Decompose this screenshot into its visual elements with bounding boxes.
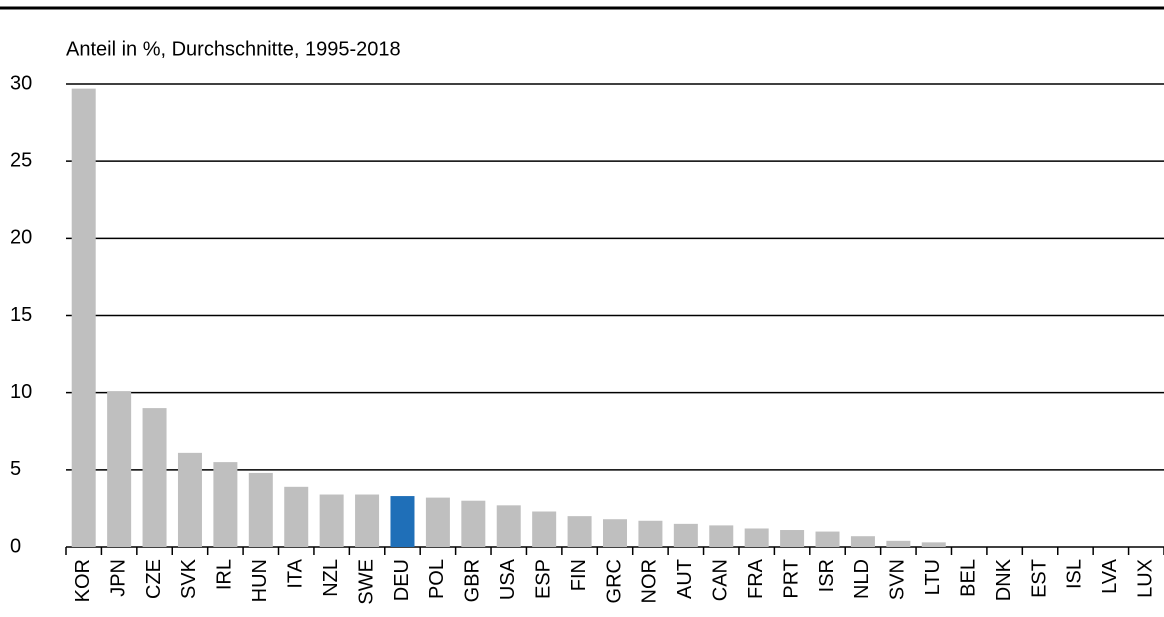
x-tick-label: KOR bbox=[72, 559, 94, 602]
x-tick-label: SVN bbox=[887, 559, 909, 600]
bar bbox=[248, 472, 273, 547]
y-tick-label: 5 bbox=[10, 458, 21, 480]
y-tick-label: 20 bbox=[10, 227, 32, 249]
x-tick-label: CAN bbox=[710, 559, 732, 601]
bar bbox=[886, 540, 911, 547]
x-tick-label: DEU bbox=[391, 559, 413, 601]
x-tick-label: ISL bbox=[1064, 559, 1086, 589]
x-tick-label: GBR bbox=[462, 559, 484, 602]
x-tick-label: PRT bbox=[780, 559, 802, 599]
x-tick-label: EST bbox=[1028, 559, 1050, 598]
y-tick-label: 10 bbox=[10, 381, 32, 403]
x-tick-label: IRL bbox=[214, 559, 236, 590]
bar bbox=[355, 494, 380, 547]
bar bbox=[390, 496, 415, 547]
bar bbox=[461, 500, 486, 547]
x-tick-label: AUT bbox=[674, 559, 696, 599]
bar bbox=[496, 505, 521, 547]
x-tick-label: JPN bbox=[107, 559, 129, 597]
bar bbox=[532, 511, 557, 547]
bar bbox=[780, 530, 805, 547]
bar bbox=[850, 536, 875, 547]
bar bbox=[673, 523, 698, 547]
x-tick-label: GRC bbox=[603, 559, 625, 603]
x-tick-label: CZE bbox=[143, 559, 165, 599]
y-tick-label: 15 bbox=[10, 304, 32, 326]
x-tick-label: ISR bbox=[816, 559, 838, 592]
x-tick-label: ESP bbox=[532, 559, 554, 599]
x-tick-label: BEL bbox=[957, 559, 979, 597]
bar bbox=[638, 520, 663, 547]
bar bbox=[425, 497, 450, 547]
x-tick-label: HUN bbox=[249, 559, 271, 602]
x-tick-label: LTU bbox=[922, 559, 944, 595]
x-tick-label: LUX bbox=[1135, 559, 1157, 598]
x-tick-label: DNK bbox=[993, 558, 1015, 601]
bar bbox=[142, 408, 167, 547]
x-tick-label: ITA bbox=[285, 558, 307, 588]
x-tick-label: NLD bbox=[851, 559, 873, 599]
x-tick-label: NZL bbox=[320, 559, 342, 597]
chart-subtitle: Anteil in %, Durchschnitte, 1995-2018 bbox=[66, 38, 401, 60]
x-tick-label: SWE bbox=[355, 559, 377, 605]
x-tick-label: USA bbox=[497, 558, 519, 600]
bar bbox=[567, 516, 592, 547]
x-tick-label: LVA bbox=[1099, 558, 1121, 593]
bar bbox=[603, 519, 627, 547]
bar bbox=[921, 542, 946, 547]
y-tick-label: 0 bbox=[10, 535, 21, 557]
bar bbox=[319, 494, 344, 547]
y-tick-label: 30 bbox=[10, 72, 32, 94]
x-tick-label: FRA bbox=[745, 558, 767, 599]
x-tick-label: FIN bbox=[568, 559, 590, 591]
y-tick-label: 25 bbox=[10, 149, 32, 171]
bar bbox=[709, 525, 734, 547]
bar bbox=[107, 391, 132, 547]
bar bbox=[71, 88, 96, 547]
bar bbox=[744, 528, 769, 547]
bar bbox=[177, 452, 202, 547]
bar bbox=[284, 486, 309, 547]
bar bbox=[815, 531, 840, 547]
x-tick-label: SVK bbox=[178, 558, 200, 599]
x-tick-label: NOR bbox=[639, 559, 661, 603]
bar bbox=[213, 462, 238, 547]
x-tick-label: POL bbox=[426, 559, 448, 599]
